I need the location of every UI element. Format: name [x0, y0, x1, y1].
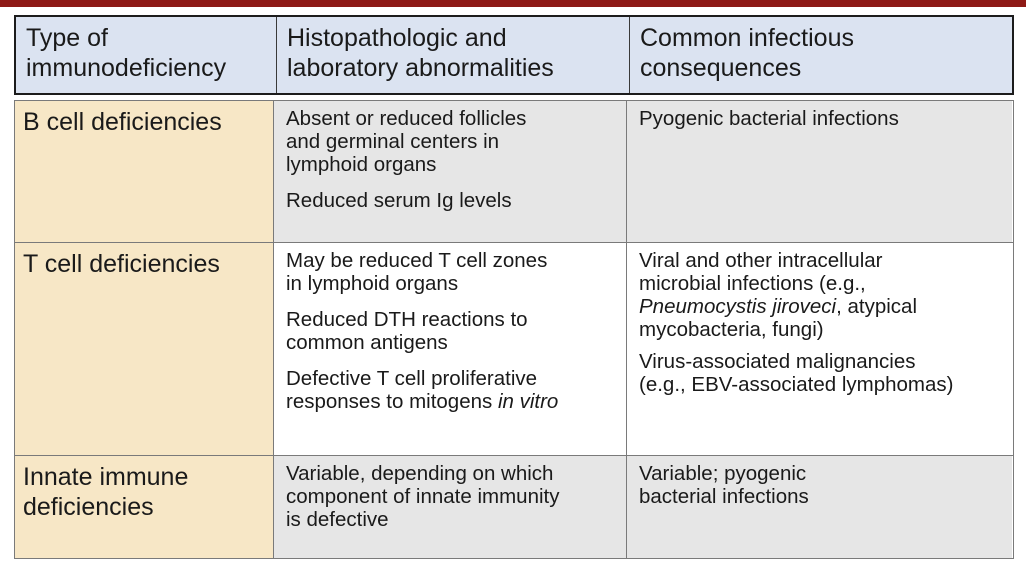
consequences-cell: Viral and other intracellular microbial …: [626, 243, 1012, 455]
text-line: (e.g., EBV-associated lymphomas): [639, 373, 954, 396]
text-line: common antigens: [286, 331, 448, 354]
consequences-cell: Pyogenic bacterial infections: [626, 101, 1012, 242]
abnormality-item: Defective T cell proliferative responses…: [286, 367, 616, 413]
abnormalities-cell: Absent or reduced follicles and germinal…: [273, 101, 626, 242]
abnormality-item: May be reduced T cell zones in lymphoid …: [286, 249, 616, 295]
abnormality-item: Absent or reduced follicles and germinal…: [286, 107, 616, 176]
table-row-b-cell: B cell deficiencies Absent or reduced fo…: [15, 101, 1013, 242]
table-row-innate: Innate immune deficiencies Variable, dep…: [15, 455, 1013, 558]
text-line: is defective: [286, 508, 389, 531]
text-line: Reduced serum Ig levels: [286, 189, 512, 212]
text-line: Absent or reduced follicles: [286, 107, 527, 130]
text-line: Virus-associated malignancies: [639, 350, 916, 373]
header-consequences-line: consequences: [640, 54, 802, 82]
row-type-cell: T cell deficiencies: [15, 243, 273, 455]
row-type-label: B cell deficiencies: [23, 108, 222, 136]
table-body: B cell deficiencies Absent or reduced fo…: [14, 100, 1014, 559]
row-type-label: T cell deficiencies: [23, 250, 220, 278]
table-row-t-cell: T cell deficiencies May be reduced T cel…: [15, 242, 1013, 455]
text-line: responses to mitogens in vitro: [286, 390, 616, 413]
text-line: Defective T cell proliferative: [286, 367, 538, 390]
abnormalities-cell: May be reduced T cell zones in lymphoid …: [273, 243, 626, 455]
text-line: Reduced DTH reactions to: [286, 308, 528, 331]
text-line: Variable; pyogenic: [639, 462, 807, 485]
header-abnormalities: Histopathologic and laboratory abnormali…: [276, 17, 629, 93]
header-abnormalities-line: laboratory abnormalities: [287, 54, 554, 82]
text-line: lymphoid organs: [286, 153, 437, 176]
abnormality-item: Reduced DTH reactions to common antigens: [286, 308, 616, 354]
header-abnormalities-line: Histopathologic and: [287, 24, 507, 52]
text-line: and germinal centers in: [286, 130, 500, 153]
text-line: Pneumocystis jiroveci, atypical: [639, 295, 1002, 318]
abnormality-item: Reduced serum Ig levels: [286, 189, 616, 212]
consequence-item: Pyogenic bacterial infections: [639, 107, 1002, 130]
text-span: , atypical: [836, 295, 917, 318]
text-line: May be reduced T cell zones: [286, 249, 548, 272]
row-type-label: deficiencies: [23, 493, 154, 521]
top-accent-bar: [0, 0, 1026, 7]
immunodeficiency-table: Type of immunodeficiency Histopathologic…: [14, 15, 1014, 559]
consequence-item: Viral and other intracellular microbial …: [639, 249, 1002, 341]
text-line: mycobacteria, fungi): [639, 318, 824, 341]
header-type: Type of immunodeficiency: [16, 17, 276, 93]
header-type-line: Type of: [26, 24, 108, 52]
row-type-cell: Innate immune deficiencies: [15, 456, 273, 558]
text-line: Variable, depending on which: [286, 462, 554, 485]
header-type-line: immunodeficiency: [26, 54, 227, 82]
table-header: Type of immunodeficiency Histopathologic…: [14, 15, 1014, 95]
text-line: microbial infections (e.g.,: [639, 272, 866, 295]
consequence-item: Variable; pyogenic bacterial infections: [639, 462, 1002, 508]
row-type-cell: B cell deficiencies: [15, 101, 273, 242]
italic-text: Pneumocystis jiroveci: [639, 295, 837, 318]
abnormality-item: Variable, depending on which component o…: [286, 462, 616, 531]
italic-text: in vitro: [497, 390, 559, 413]
abnormalities-cell: Variable, depending on which component o…: [273, 456, 626, 558]
text-span: responses to mitogens: [286, 390, 498, 413]
row-type-label: Innate immune: [23, 463, 189, 491]
header-consequences: Common infectious consequences: [629, 17, 1016, 93]
text-line: Pyogenic bacterial infections: [639, 107, 899, 130]
text-line: bacterial infections: [639, 485, 809, 508]
text-line: component of innate immunity: [286, 485, 560, 508]
text-line: Viral and other intracellular: [639, 249, 883, 272]
consequence-item: Virus-associated malignancies (e.g., EBV…: [639, 350, 1002, 396]
text-line: in lymphoid organs: [286, 272, 459, 295]
consequences-cell: Variable; pyogenic bacterial infections: [626, 456, 1012, 558]
header-consequences-line: Common infectious: [640, 24, 854, 52]
